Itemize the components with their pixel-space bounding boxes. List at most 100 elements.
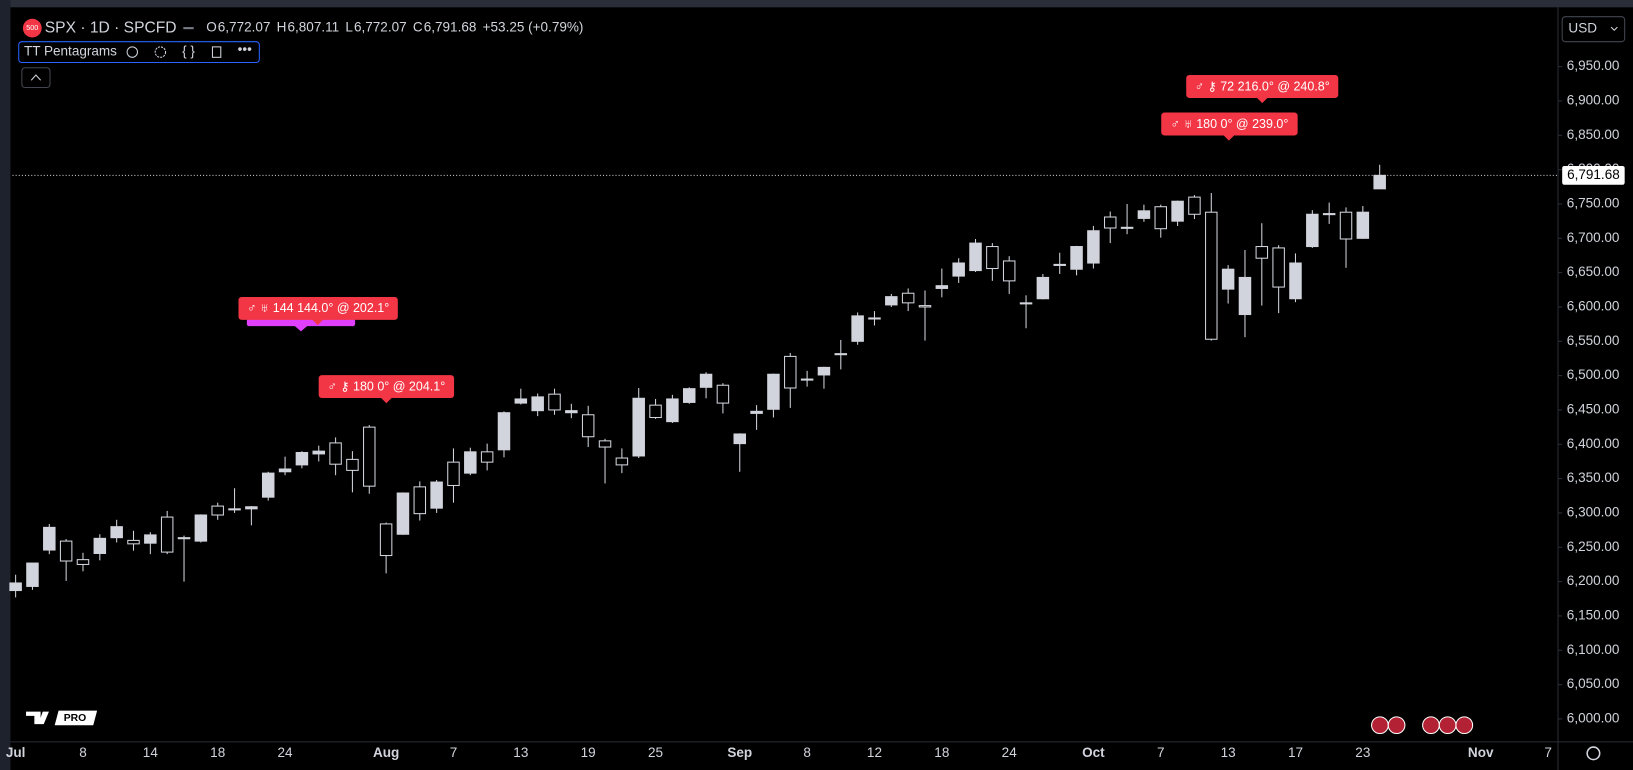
ohlc-readout: O 6,772.07 H 6,807.11 L 6,772.07 C 6,791.68 +53.… <box>206 20 583 35</box>
y-tick-label: 6,000.00 <box>1567 711 1620 726</box>
candle-body <box>1221 268 1235 290</box>
last-price-box <box>1562 165 1625 185</box>
source-icon[interactable]: { } <box>182 44 195 59</box>
candle-body <box>295 452 309 466</box>
y-tick-label: 6,600.00 <box>1567 299 1620 314</box>
delete-icon[interactable] <box>211 46 222 58</box>
x-tick-label: 14 <box>143 745 159 760</box>
candle-body <box>379 523 393 557</box>
candle-body <box>767 373 780 410</box>
candle-body <box>666 398 679 423</box>
candle-body <box>1036 276 1050 300</box>
y-tick-label: 6,450.00 <box>1567 402 1620 417</box>
x-tick-label: 25 <box>648 745 663 760</box>
logo <box>26 711 49 725</box>
x-tick-label: Oct <box>1082 745 1105 760</box>
indicator-pointer <box>293 325 309 332</box>
candle-body <box>1002 260 1016 282</box>
ohlc-value: 6,791.68 <box>424 20 477 35</box>
y-tick-label: 6,550.00 <box>1567 333 1620 348</box>
settings-icon[interactable] <box>154 46 167 58</box>
candle-body <box>885 296 898 306</box>
candle-body <box>447 461 460 487</box>
candle-body <box>127 539 140 545</box>
candle-body <box>430 481 443 509</box>
candle-body <box>1103 216 1117 229</box>
candle-body <box>211 505 224 516</box>
candle-body <box>851 315 864 342</box>
x-tick-label: 12 <box>867 745 882 760</box>
ohlc-value: 6,772.07 <box>218 20 271 35</box>
indicator-box[interactable] <box>18 41 260 64</box>
annotation-box <box>1186 75 1339 98</box>
x-tick-label: Sep <box>727 745 752 760</box>
eye-icon[interactable] <box>126 46 138 58</box>
candle-body <box>413 486 427 515</box>
candle-body <box>1205 211 1218 340</box>
x-tick-label: Aug <box>373 745 399 760</box>
candle-body <box>464 451 477 474</box>
plot-area: ♂ ⚷ 72 216.0° @ 240.8° ♂ ♅ 180 0° @ 239.0… <box>9 75 1559 598</box>
candle-body <box>160 516 174 553</box>
event-flags[interactable] <box>1371 716 1474 735</box>
candle-body <box>1322 213 1336 216</box>
collapse-button[interactable] <box>21 67 51 89</box>
candle-body <box>733 433 747 445</box>
y-tick-label: 6,900.00 <box>1567 93 1620 108</box>
candle-body <box>750 410 763 414</box>
candle-body <box>1188 196 1201 215</box>
ohlc-key: C <box>413 20 423 35</box>
candle-body <box>1289 262 1302 300</box>
last-price-label: 6,791.68 <box>1567 167 1620 182</box>
settings-gear[interactable] <box>1586 746 1601 761</box>
candle-body <box>261 472 275 498</box>
candle-body <box>632 397 645 457</box>
y-tick-label: 6,200.00 <box>1567 573 1620 588</box>
candle-body <box>110 526 123 539</box>
x-tick-label: 8 <box>803 745 811 760</box>
ohlc-key: O <box>206 20 217 35</box>
candle-body <box>531 396 544 412</box>
symbol[interactable]: SPX · 1D · SPCFD <box>45 19 177 36</box>
candle-body <box>969 242 982 272</box>
y-tick-label: 6,950.00 <box>1567 58 1620 73</box>
candle-body <box>716 384 730 404</box>
candle-body <box>1255 246 1269 259</box>
candle-body <box>312 450 325 455</box>
candle-body <box>598 440 612 448</box>
candle-body <box>986 246 999 270</box>
x-tick-label: 18 <box>210 745 225 760</box>
candle-body <box>497 412 511 451</box>
candle-body <box>228 508 241 511</box>
annotation-label: ♂ ♅ 144 144.0° @ 202.1° <box>247 301 389 315</box>
annotation-box <box>318 375 455 399</box>
indicator-name[interactable]: TT Pentagrams <box>24 44 117 59</box>
currency[interactable]: USD <box>1568 21 1597 36</box>
candle-body <box>1373 174 1386 190</box>
more-icon[interactable]: ••• <box>238 42 252 57</box>
candle-body <box>649 404 662 419</box>
x-tick-label: 8 <box>79 745 87 760</box>
annotation-pointer <box>1255 96 1269 104</box>
candle-body <box>26 562 39 587</box>
candle-body <box>76 559 90 565</box>
currency-button[interactable] <box>1561 16 1626 43</box>
annotation-pointer <box>1222 134 1236 141</box>
candle-body <box>918 305 932 308</box>
x-tick-label: 7 <box>450 745 458 760</box>
annotation-pointer <box>380 396 393 404</box>
candle-body <box>1356 211 1370 239</box>
candle-body <box>329 442 342 465</box>
x-tick-label: 7 <box>1544 745 1552 760</box>
candle-body <box>800 378 814 381</box>
collapse-icon <box>30 74 42 81</box>
left-strip <box>0 0 11 770</box>
badge-text: 500 <box>26 23 38 32</box>
price-change: +53.25 (+0.79%) <box>483 20 584 35</box>
candle-body <box>59 540 73 562</box>
candle-body <box>177 537 191 540</box>
x-tick-label: 7 <box>1157 745 1165 760</box>
y-tick-label: 6,700.00 <box>1567 230 1620 245</box>
y-tick-label: 6,850.00 <box>1567 127 1620 142</box>
